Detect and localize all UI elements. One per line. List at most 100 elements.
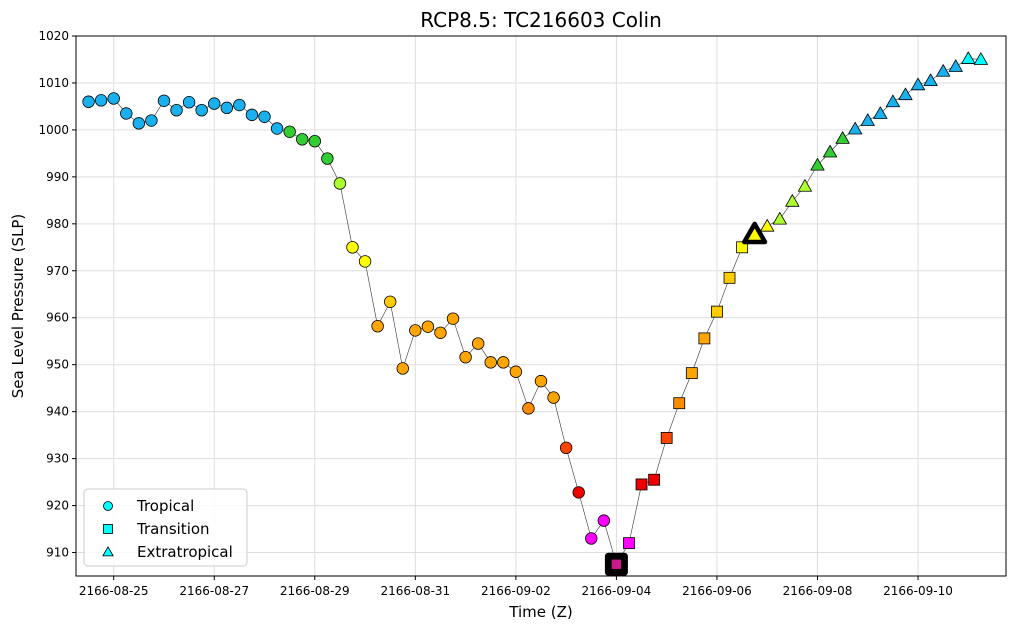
y-tick-label: 930 — [46, 452, 69, 466]
data-point-circle — [270, 122, 284, 135]
data-point-circle — [308, 134, 321, 148]
y-tick-label: 910 — [46, 546, 69, 560]
data-point-triangle — [873, 106, 888, 119]
data-point-square — [635, 478, 648, 491]
data-point-circle — [434, 326, 447, 339]
data-point-triangle — [785, 194, 800, 207]
transition-end-highlight — [742, 221, 768, 245]
data-point-circle — [245, 108, 259, 122]
legend-label: Tropical — [136, 497, 194, 515]
data-point-square — [660, 432, 673, 444]
data-point-triangle — [936, 64, 951, 77]
data-point-circle — [409, 324, 422, 337]
data-point-circle — [559, 441, 573, 455]
data-point-circle — [333, 177, 347, 190]
x-axis: 2166-08-25 2166-08-27 2166-08-29 2166-08-31… — [79, 576, 953, 598]
data-point-triangle — [898, 87, 913, 101]
data-point-triangle — [797, 179, 812, 192]
y-tick-label: 1010 — [38, 76, 69, 90]
data-point-circle — [446, 312, 460, 325]
legend-box — [83, 488, 248, 567]
data-point-triangle — [848, 121, 863, 135]
data-point-circle — [471, 337, 485, 350]
data-point-circle — [296, 133, 309, 146]
data-point-circle — [358, 255, 372, 268]
data-point-triangle — [885, 94, 900, 108]
data-point-circle — [182, 96, 196, 109]
data-point-circle — [484, 356, 497, 369]
highlight-markers — [604, 221, 768, 576]
x-tick-label: 2166-08-27 — [179, 584, 249, 598]
y-tick-label: 1020 — [38, 29, 69, 43]
x-tick-label: 2166-08-29 — [280, 584, 350, 598]
track-line — [88, 58, 981, 566]
data-point-circle — [421, 320, 435, 333]
data-point-circle — [233, 98, 246, 112]
legend-marker-circle — [103, 501, 113, 511]
data-point-circle — [82, 95, 95, 108]
data-point-triangle — [948, 59, 963, 72]
data-point-circle — [459, 350, 472, 364]
data-point-circle — [371, 319, 384, 333]
data-point-triangle — [973, 52, 988, 65]
x-tick-label: 2166-09-06 — [682, 584, 752, 598]
data-point-circle — [383, 295, 397, 308]
data-point-circle — [396, 362, 409, 375]
y-axis: 910 920 930 940 950 960 970 980 990 1000 1010 1020 — [38, 29, 76, 560]
y-tick-label: 940 — [46, 405, 69, 419]
y-tick-label: 990 — [46, 170, 69, 184]
data-point-circle — [157, 94, 171, 108]
data-point-circle — [283, 125, 296, 138]
chart-title: RCP8.5: TC216603 Colin — [420, 8, 662, 32]
legend: Tropical Transition Extratropical — [83, 488, 248, 567]
x-tick-label: 2166-09-10 — [883, 584, 953, 598]
data-point-triangle — [810, 158, 825, 171]
y-axis-label: Sea Level Pressure (SLP) — [9, 214, 27, 399]
data-point-circle — [346, 241, 359, 254]
data-point-circle — [258, 110, 271, 123]
plot-frame — [75, 35, 1007, 577]
y-tick-label: 950 — [46, 358, 69, 372]
data-point-triangle — [760, 219, 775, 232]
legend-label: Transition — [136, 520, 210, 538]
track-line-path — [88, 58, 981, 566]
min-pressure-marker — [611, 558, 622, 570]
data-point-circle — [597, 514, 611, 527]
data-point-circle — [321, 152, 334, 165]
data-point-triangle — [835, 131, 850, 144]
data-point-square — [623, 537, 635, 550]
data-point-circle — [195, 103, 208, 117]
data-point-triangle — [772, 212, 787, 225]
data-point-circle — [107, 92, 120, 105]
data-point-square — [711, 305, 723, 318]
data-point-square — [673, 397, 686, 410]
data-point-circle — [145, 114, 158, 127]
y-tick-label: 920 — [46, 499, 69, 513]
y-tick-label: 1000 — [38, 123, 69, 137]
data-point-circle — [170, 103, 183, 117]
data-point-circle — [220, 101, 234, 115]
data-point-circle — [534, 374, 548, 388]
data-point-circle — [497, 356, 510, 369]
data-point-triangle — [822, 144, 838, 158]
data-point-square — [648, 473, 661, 486]
y-tick-label: 970 — [46, 264, 69, 278]
data-point-circle — [120, 107, 133, 120]
data-point-circle — [585, 532, 598, 545]
data-point-circle — [94, 94, 108, 107]
x-tick-label: 2166-09-02 — [481, 584, 551, 598]
x-tick-label: 2166-08-31 — [380, 584, 450, 598]
y-tick-label: 960 — [46, 311, 69, 325]
data-point-circle — [132, 117, 146, 130]
data-point-triangle — [923, 73, 938, 87]
x-tick-label: 2166-08-25 — [79, 584, 149, 598]
data-point-circle — [509, 365, 523, 378]
data-point-triangle — [961, 51, 976, 64]
data-point-triangle — [860, 113, 875, 126]
data-point-square — [723, 271, 736, 284]
data-point-circle — [522, 402, 535, 415]
data-point-triangle — [910, 77, 926, 91]
data-point-square — [698, 332, 711, 345]
data-point-square — [685, 367, 698, 380]
